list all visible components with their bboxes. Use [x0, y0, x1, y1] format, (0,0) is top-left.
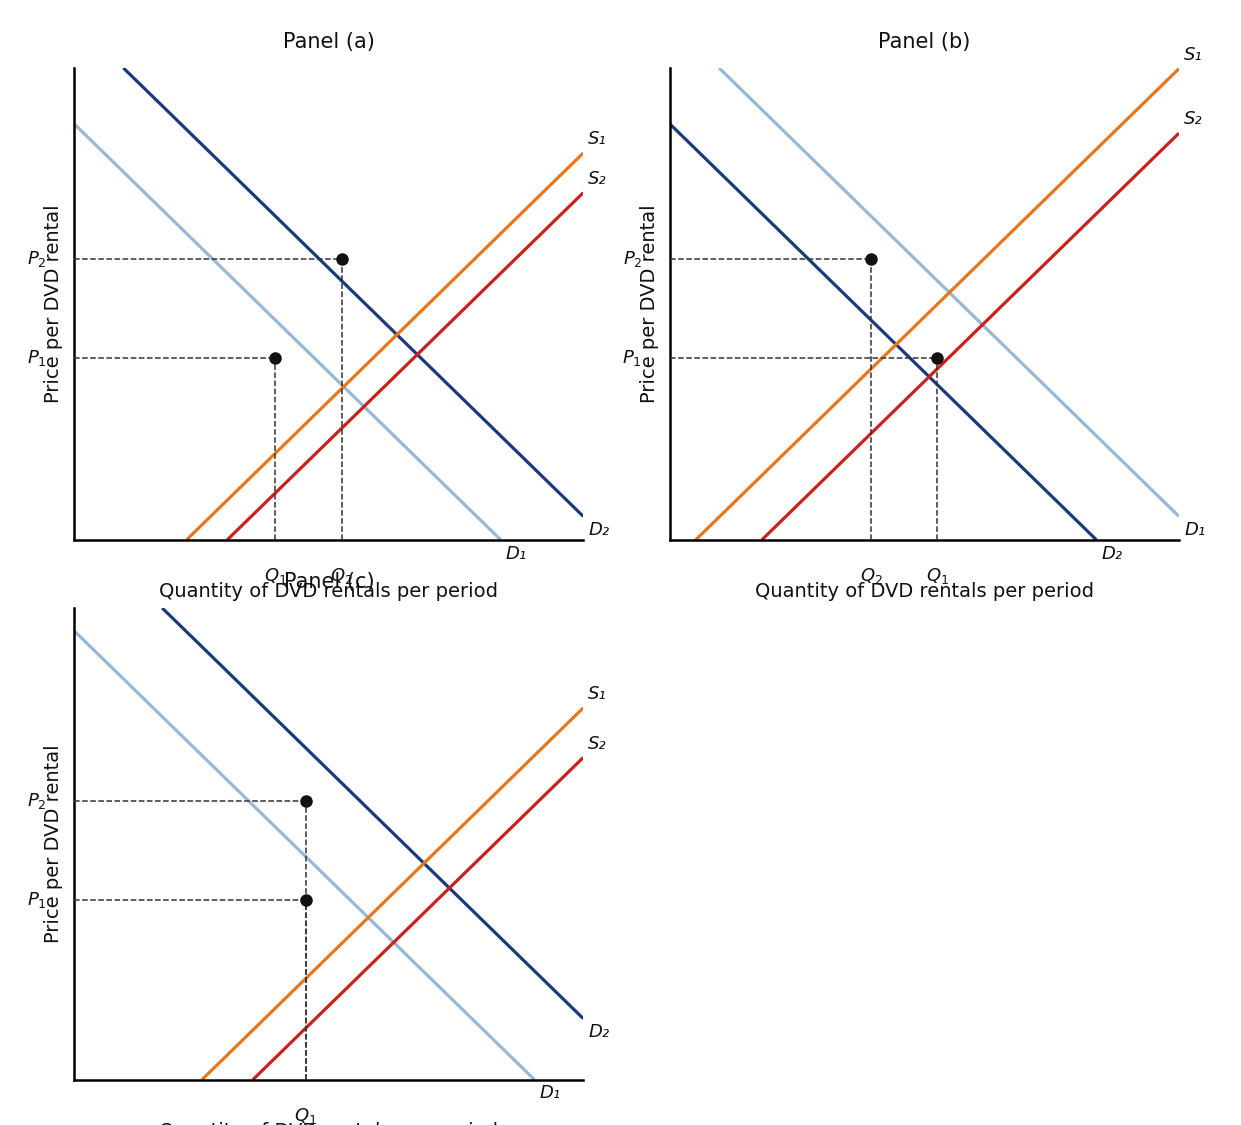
Text: $P_1$: $P_1$ [27, 891, 46, 910]
Title: Panel (b): Panel (b) [879, 32, 970, 52]
Text: $P_2$: $P_2$ [623, 249, 642, 269]
Text: D₂: D₂ [588, 521, 609, 539]
Title: Panel (c): Panel (c) [283, 572, 375, 592]
X-axis label: Quantity of DVD rentals per period: Quantity of DVD rentals per period [159, 582, 499, 601]
X-axis label: Quantity of DVD rentals per period: Quantity of DVD rentals per period [159, 1122, 499, 1125]
Y-axis label: Price per DVD rental: Price per DVD rental [45, 205, 63, 403]
Text: $P_1$: $P_1$ [623, 348, 642, 368]
Y-axis label: Price per DVD rental: Price per DVD rental [45, 745, 63, 943]
Text: $P_2$: $P_2$ [27, 249, 46, 269]
Text: $P_1$: $P_1$ [27, 348, 46, 368]
Text: $Q_1$: $Q_1$ [264, 566, 287, 586]
Text: $Q_1$: $Q_1$ [294, 1106, 318, 1125]
Text: $Q_1$: $Q_1$ [926, 566, 949, 586]
Text: D₂: D₂ [588, 1024, 609, 1042]
Text: S₁: S₁ [1184, 46, 1203, 64]
Text: D₂: D₂ [1102, 544, 1123, 562]
Text: $P_2$: $P_2$ [27, 791, 46, 811]
Text: D₁: D₁ [506, 544, 527, 562]
Text: $Q_2$: $Q_2$ [860, 566, 882, 586]
X-axis label: Quantity of DVD rentals per period: Quantity of DVD rentals per period [755, 582, 1095, 601]
Text: D₁: D₁ [540, 1084, 561, 1102]
Text: S₂: S₂ [588, 170, 607, 188]
Text: $Q_2$: $Q_2$ [330, 566, 352, 586]
Text: S₁: S₁ [588, 685, 607, 703]
Title: Panel (a): Panel (a) [283, 32, 375, 52]
Text: S₂: S₂ [1184, 110, 1203, 128]
Text: D₁: D₁ [1184, 521, 1205, 539]
Text: S₁: S₁ [588, 130, 607, 148]
Y-axis label: Price per DVD rental: Price per DVD rental [640, 205, 659, 403]
Text: S₂: S₂ [588, 735, 607, 753]
